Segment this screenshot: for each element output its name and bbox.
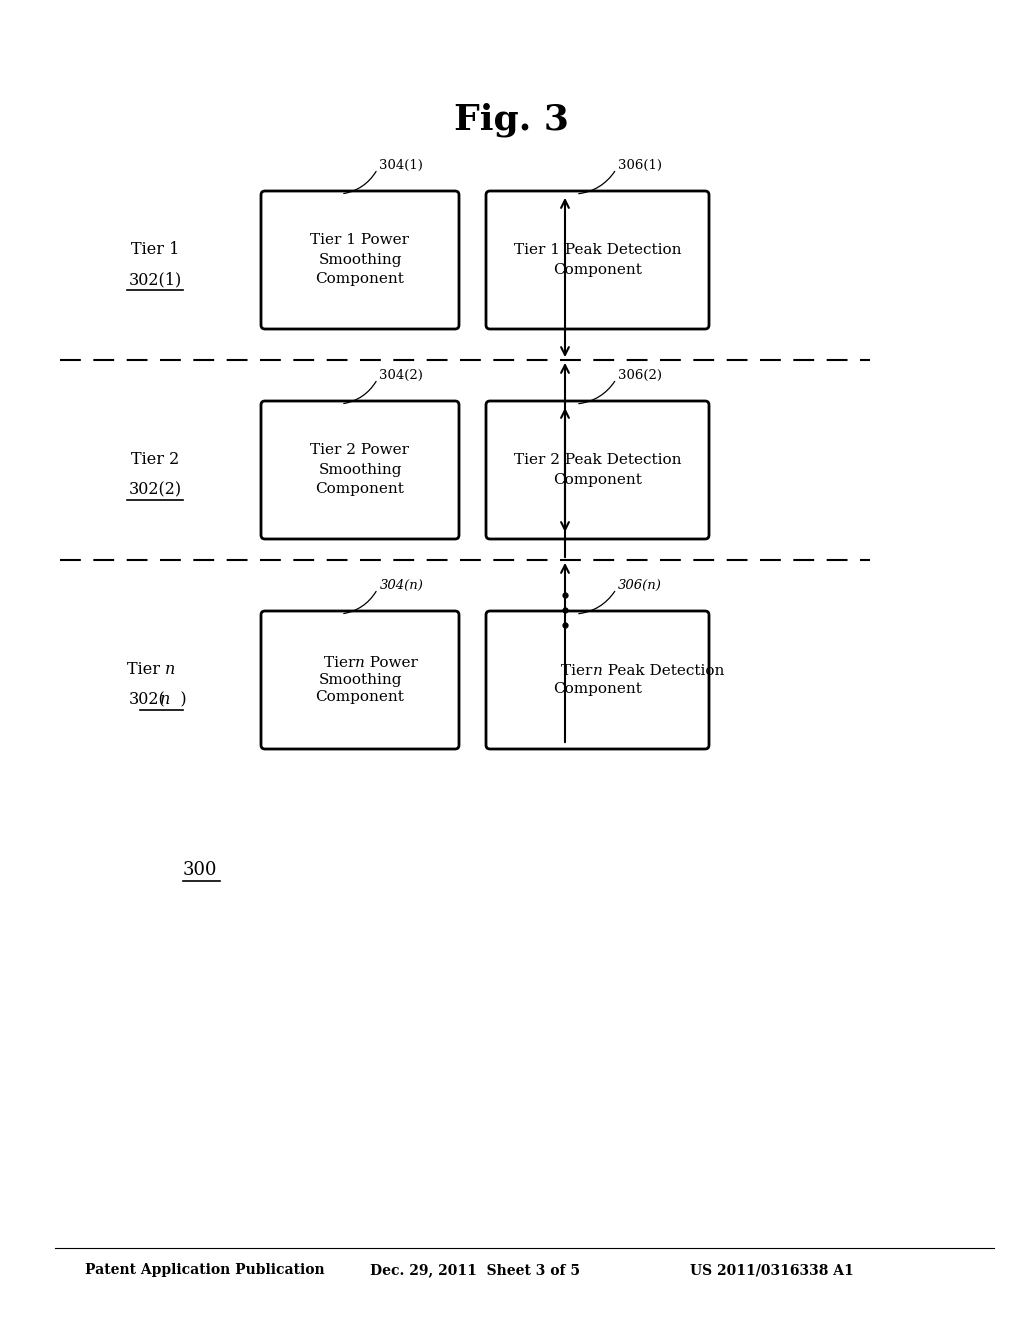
- Text: Tier 2: Tier 2: [131, 451, 179, 469]
- Text: Tier 2 Power
Smoothing
Component: Tier 2 Power Smoothing Component: [310, 444, 410, 496]
- Text: US 2011/0316338 A1: US 2011/0316338 A1: [690, 1263, 854, 1276]
- Text: Tier 1 Peak Detection
Component: Tier 1 Peak Detection Component: [514, 243, 681, 277]
- Text: Component: Component: [553, 682, 642, 696]
- Text: Peak Detection: Peak Detection: [597, 664, 724, 678]
- Text: 304(1): 304(1): [380, 158, 423, 172]
- Text: n: n: [355, 656, 365, 671]
- Text: Patent Application Publication: Patent Application Publication: [85, 1263, 325, 1276]
- Text: Power: Power: [360, 656, 418, 671]
- Text: 300: 300: [182, 861, 217, 879]
- Text: 306(2): 306(2): [618, 368, 663, 381]
- FancyBboxPatch shape: [486, 191, 709, 329]
- Text: Tier: Tier: [324, 656, 360, 671]
- FancyBboxPatch shape: [261, 401, 459, 539]
- Text: 306(n): 306(n): [618, 578, 663, 591]
- Text: 304(n): 304(n): [380, 578, 423, 591]
- Text: 304(2): 304(2): [380, 368, 423, 381]
- Text: 302(1): 302(1): [128, 272, 181, 289]
- Text: ): ): [165, 692, 186, 709]
- Text: Tier 1 Power
Smoothing
Component: Tier 1 Power Smoothing Component: [310, 234, 410, 286]
- Text: Fig. 3: Fig. 3: [455, 103, 569, 137]
- FancyBboxPatch shape: [261, 611, 459, 748]
- Text: 302(: 302(: [128, 692, 165, 709]
- Text: 302(2): 302(2): [128, 482, 181, 499]
- Text: Component: Component: [315, 690, 404, 704]
- FancyBboxPatch shape: [486, 611, 709, 748]
- FancyBboxPatch shape: [261, 191, 459, 329]
- Text: Tier 1: Tier 1: [131, 242, 179, 259]
- Text: Tier: Tier: [561, 664, 597, 678]
- Text: n: n: [593, 664, 602, 678]
- Text: 306(1): 306(1): [618, 158, 663, 172]
- Text: Tier 2 Peak Detection
Component: Tier 2 Peak Detection Component: [514, 453, 681, 487]
- Text: n: n: [160, 692, 170, 709]
- Text: Dec. 29, 2011  Sheet 3 of 5: Dec. 29, 2011 Sheet 3 of 5: [370, 1263, 580, 1276]
- Text: Tier: Tier: [127, 661, 165, 678]
- Text: Smoothing: Smoothing: [318, 673, 401, 686]
- FancyBboxPatch shape: [486, 401, 709, 539]
- Text: n: n: [165, 661, 175, 678]
